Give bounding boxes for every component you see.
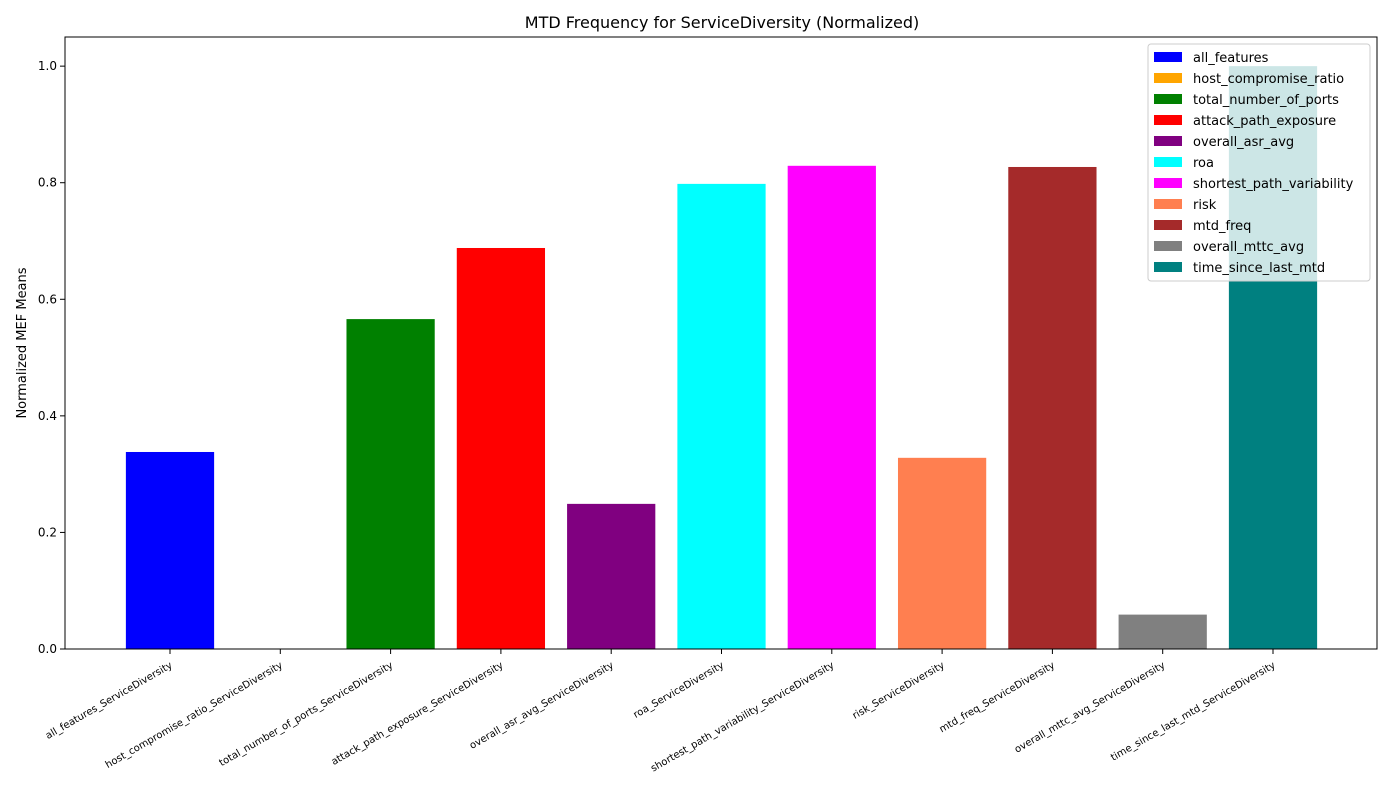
legend-swatch <box>1154 115 1182 125</box>
legend-label: overall_mttc_avg <box>1193 240 1304 255</box>
legend-swatch <box>1154 220 1182 230</box>
plot-frame <box>64 36 1378 650</box>
y-tick-label: 0.2 <box>38 525 57 539</box>
legend-label: all_features <box>1193 51 1269 66</box>
legend-swatch <box>1154 52 1182 62</box>
y-axis-label: Normalized MEF Means <box>15 267 30 418</box>
bar <box>677 183 766 649</box>
y-tick-label: 0.8 <box>38 176 57 190</box>
legend-swatch <box>1154 157 1182 167</box>
legend-label: mtd_freq <box>1193 219 1251 234</box>
x-axis: all_features_ServiceDiversityhost_compro… <box>44 649 1278 774</box>
legend-swatch <box>1154 178 1182 188</box>
legend-label: attack_path_exposure <box>1193 114 1336 129</box>
y-tick-label: 0.4 <box>38 409 57 423</box>
bar <box>346 319 435 649</box>
legend-swatch <box>1154 73 1182 83</box>
legend-swatch <box>1154 136 1182 146</box>
x-tick-label: mtd_freq_ServiceDiversity <box>938 660 1057 735</box>
y-axis: 0.0 0.2 0.4 0.6 0.8 1.0 <box>38 59 65 656</box>
y-tick-label: 0.0 <box>38 642 57 656</box>
legend-swatch <box>1154 199 1182 209</box>
legend-swatch <box>1154 241 1182 251</box>
legend-swatch <box>1154 94 1182 104</box>
legend: all_features host_compromise_ratio total_n… <box>1147 43 1371 282</box>
legend-label: time_since_last_mtd <box>1193 261 1325 276</box>
x-tick-label: shortest_path_variability_ServiceDiversi… <box>649 660 836 774</box>
x-tick-label: roa_ServiceDiversity <box>632 660 726 721</box>
bar <box>897 457 987 649</box>
legend-box <box>1147 43 1371 282</box>
legend-label: risk <box>1193 198 1217 213</box>
legend-label: roa <box>1193 156 1214 171</box>
legend-swatch <box>1154 262 1182 272</box>
chart-title: MTD Frequency for ServiceDiversity (Norm… <box>525 13 919 32</box>
x-tick-label: risk_ServiceDiversity <box>851 660 947 722</box>
legend-label: shortest_path_variability <box>1193 177 1354 192</box>
legend-label: total_number_of_ports <box>1193 93 1339 108</box>
bar <box>1008 166 1097 650</box>
x-tick-label: attack_path_exposure_ServiceDiversity <box>330 660 506 768</box>
legend-label: overall_asr_avg <box>1193 135 1294 150</box>
bar <box>787 165 876 649</box>
x-tick-label: host_compromise_ratio_ServiceDiversity <box>104 660 285 771</box>
bar <box>567 503 656 649</box>
bar <box>456 247 546 650</box>
y-tick-label: 1.0 <box>38 59 57 73</box>
legend-label: host_compromise_ratio <box>1193 72 1344 87</box>
x-tick-label: total_number_of_ports_ServiceDiversity <box>218 660 396 769</box>
bars-group <box>125 66 1318 650</box>
bar <box>1118 614 1207 649</box>
bar <box>125 451 215 649</box>
x-tick-label: all_features_ServiceDiversity <box>44 660 175 742</box>
y-tick-label: 0.6 <box>38 292 57 306</box>
